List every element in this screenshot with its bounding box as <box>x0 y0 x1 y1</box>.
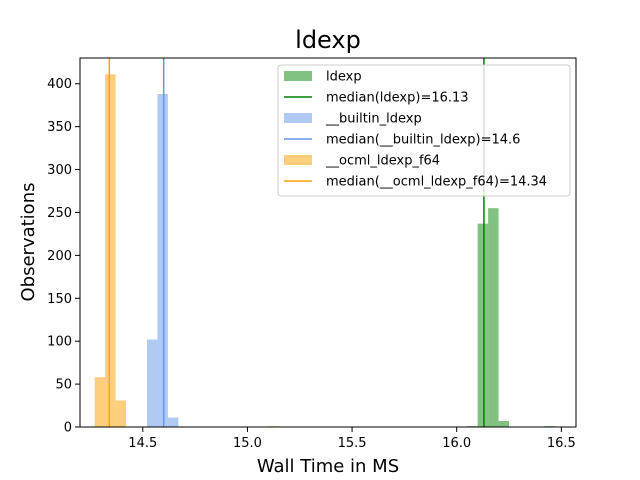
x-tick-label: 16.5 <box>547 436 576 451</box>
y-tick-label: 200 <box>47 249 72 264</box>
histogram-bars <box>94 74 556 428</box>
x-tick-label: 15.5 <box>338 436 367 451</box>
legend-label: median(__builtin_ldexp)=14.6 <box>326 133 520 148</box>
x-tick-label: 15.0 <box>233 436 262 451</box>
histogram-bar-2-2 <box>115 400 127 427</box>
legend-label: median(ldexp)=16.13 <box>326 91 469 106</box>
y-tick-label: 250 <box>47 206 72 221</box>
y-tick-label: 50 <box>55 378 72 393</box>
histogram-bar-2-0 <box>94 377 106 427</box>
y-tick-label: 350 <box>47 120 72 135</box>
legend: ldexp median(ldexp)=16.13 __builtin_ldexpm… <box>277 64 571 197</box>
y-tick-label: 400 <box>47 77 72 92</box>
x-axis-ticks: 14.5 15.0 15.5 16.0 16.5 <box>128 427 576 451</box>
y-axis-ticks: 0 50 100 150 200 250 300 350 400 <box>47 77 80 436</box>
legend-swatch <box>284 71 312 81</box>
histogram-bar-0-3 <box>498 420 510 427</box>
legend-label: __builtin_ldexp <box>325 112 422 127</box>
histogram-bar-1-0 <box>146 339 158 427</box>
legend-label: ldexp <box>326 70 362 85</box>
legend-label: __ocml_ldexp_f64 <box>325 154 440 169</box>
x-axis-label: Wall Time in MS <box>257 456 399 477</box>
x-tick-label: 16.0 <box>442 436 471 451</box>
y-tick-label: 100 <box>47 335 72 350</box>
y-tick-label: 300 <box>47 163 72 178</box>
legend-swatch <box>284 113 312 123</box>
x-tick-label: 14.5 <box>128 436 157 451</box>
legend-swatch <box>284 155 312 165</box>
legend-label: median(__ocml_ldexp_f64)=14.34 <box>326 175 547 190</box>
plot-frame <box>79 57 577 428</box>
legend-box <box>277 64 571 197</box>
histogram-bar-1-2 <box>167 417 179 427</box>
y-tick-label: 150 <box>47 292 72 307</box>
histogram-bar-2-1 <box>105 74 116 428</box>
histogram-bar-1-1 <box>157 94 168 427</box>
histogram-bar-0-2 <box>488 208 499 427</box>
chart-title: ldexp <box>295 26 361 54</box>
y-axis-label: Observations <box>18 183 39 302</box>
y-tick-label: 0 <box>64 421 72 436</box>
histogram-bar-0-1 <box>477 223 489 427</box>
